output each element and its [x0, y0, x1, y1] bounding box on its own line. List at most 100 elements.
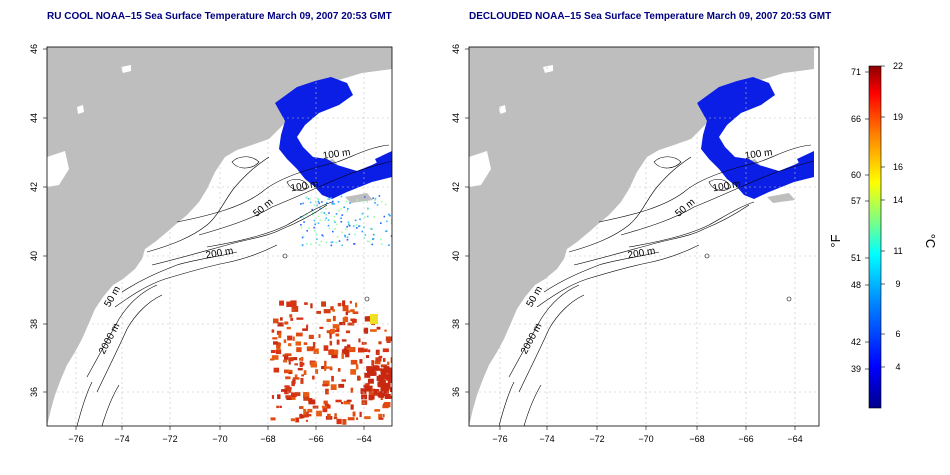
warm-sst-pixel [322, 380, 330, 386]
mixed-sst-pixel [323, 212, 326, 214]
mixed-sst-pixel [364, 216, 366, 218]
x-tick-label: −72 [162, 434, 177, 444]
warm-sst-pixel [386, 374, 392, 380]
fahrenheit-tick-label: 48 [851, 280, 861, 290]
warm-sst-pixel [280, 317, 283, 321]
warm-sst-pixel [299, 406, 304, 409]
warm-sst-pixel [291, 308, 295, 311]
mixed-sst-pixel [389, 214, 391, 217]
mixed-sst-pixel [366, 200, 368, 203]
x-tick-label: −64 [787, 434, 802, 444]
mixed-sst-pixel [361, 230, 364, 233]
warm-sst-pixel [340, 402, 344, 405]
mixed-sst-pixel [353, 243, 355, 245]
warm-sst-pixel [390, 357, 392, 363]
warm-sst-pixel [377, 381, 384, 387]
warm-sst-pixel [275, 349, 282, 355]
x-tick-label: −66 [738, 434, 753, 444]
mixed-sst-pixel [348, 225, 351, 227]
y-tick-label: 46 [451, 44, 461, 54]
mixed-sst-pixel [374, 199, 376, 202]
mixed-sst-pixel [374, 197, 377, 200]
x-tick-label: −74 [114, 434, 129, 444]
right-map-frame [468, 46, 820, 427]
y-tick-label: 46 [29, 44, 39, 54]
mixed-sst-pixel [330, 197, 332, 199]
x-tick-label: −68 [689, 434, 704, 444]
warm-sst-pixel [378, 413, 383, 420]
warm-sst-pixel [321, 301, 326, 307]
mixed-sst-pixel [314, 223, 316, 226]
warm-sst-pixel [325, 388, 329, 395]
mixed-sst-pixel [341, 231, 343, 234]
warm-sst-pixel [345, 330, 351, 334]
mixed-sst-pixel [378, 195, 381, 197]
mixed-sst-pixel [301, 244, 304, 247]
warm-sst-pixel [315, 369, 319, 374]
mixed-sst-pixel [380, 200, 383, 203]
warm-sst-pixel [374, 409, 381, 412]
warm-sst-pixel [286, 386, 292, 393]
mixed-sst-pixel [332, 200, 334, 203]
mixed-sst-pixel [348, 233, 351, 236]
y-tick-label: 44 [29, 113, 39, 123]
right-graticule [469, 47, 819, 426]
warm-sst-pixel [296, 317, 304, 320]
warm-sst-pixel [282, 354, 289, 357]
warm-sst-pixel [281, 389, 287, 392]
warm-sst-pixel [347, 347, 354, 350]
mixed-sst-pixel [336, 236, 339, 238]
warm-sst-pixel [372, 365, 379, 371]
warm-sst-pixel [297, 367, 303, 371]
warm-sst-pixel [307, 408, 313, 413]
mixed-sst-pixel [300, 226, 303, 229]
mixed-sst-pixel [301, 236, 304, 239]
mixed-sst-pixel [331, 241, 334, 243]
mixed-sst-pixel [364, 234, 367, 236]
mixed-sst-pixel [346, 236, 349, 239]
x-tick-label: −76 [492, 434, 507, 444]
warm-sst-pixel [345, 351, 350, 358]
warm-sst-pixel [284, 369, 290, 374]
mixed-sst-pixel [390, 235, 392, 237]
warm-sst-pixel [385, 336, 392, 342]
warm-sst-pixel [296, 347, 302, 353]
warm-sst-pixel [316, 310, 321, 314]
warm-sst-pixel [321, 366, 327, 370]
left-panel-title: RU COOL NOAA–15 Sea Surface Temperature … [47, 11, 392, 22]
warm-sst-pixel [273, 318, 279, 324]
warm-sst-pixel [290, 392, 297, 398]
warm-sst-pixel [300, 378, 304, 384]
warm-sst-pixel [330, 328, 335, 334]
warm-sst-pixel [347, 417, 355, 421]
warm-sst-pixel [310, 361, 317, 368]
mixed-sst-pixel [383, 215, 386, 218]
warm-sst-pixel [379, 391, 386, 397]
mixed-sst-pixel [302, 216, 305, 219]
mixed-sst-pixel [318, 202, 321, 205]
warm-sst-pixel [299, 357, 302, 361]
warm-sst-pixel [288, 357, 294, 362]
warm-sst-pixel [347, 322, 355, 326]
warm-sst-pixel [355, 302, 358, 308]
mixed-sst-pixel [376, 204, 379, 206]
warm-sst-pixel [333, 416, 338, 420]
mixed-sst-pixel [322, 235, 324, 237]
warm-sst-pixel [272, 337, 278, 340]
warm-sst-pixel [387, 361, 390, 366]
x-tick-label: −70 [212, 434, 227, 444]
y-tick-label: 40 [451, 251, 461, 261]
mixed-sst-pixel [327, 219, 330, 221]
warm-sst-pixel [359, 359, 363, 364]
left-map-frame [46, 46, 393, 427]
mixed-sst-pixel [300, 224, 302, 226]
x-tick-label: −70 [638, 434, 653, 444]
mixed-sst-pixel [384, 203, 387, 206]
mixed-sst-pixel [347, 208, 349, 210]
contour-label-100m-shelf: 100 m [290, 179, 319, 195]
mixed-sst-pixel [335, 241, 337, 244]
warm-sst-pixel [283, 339, 287, 344]
mixed-sst-pixel [348, 222, 350, 225]
mixed-sst-pixel [384, 230, 387, 233]
mixed-sst-pixel [315, 234, 318, 236]
